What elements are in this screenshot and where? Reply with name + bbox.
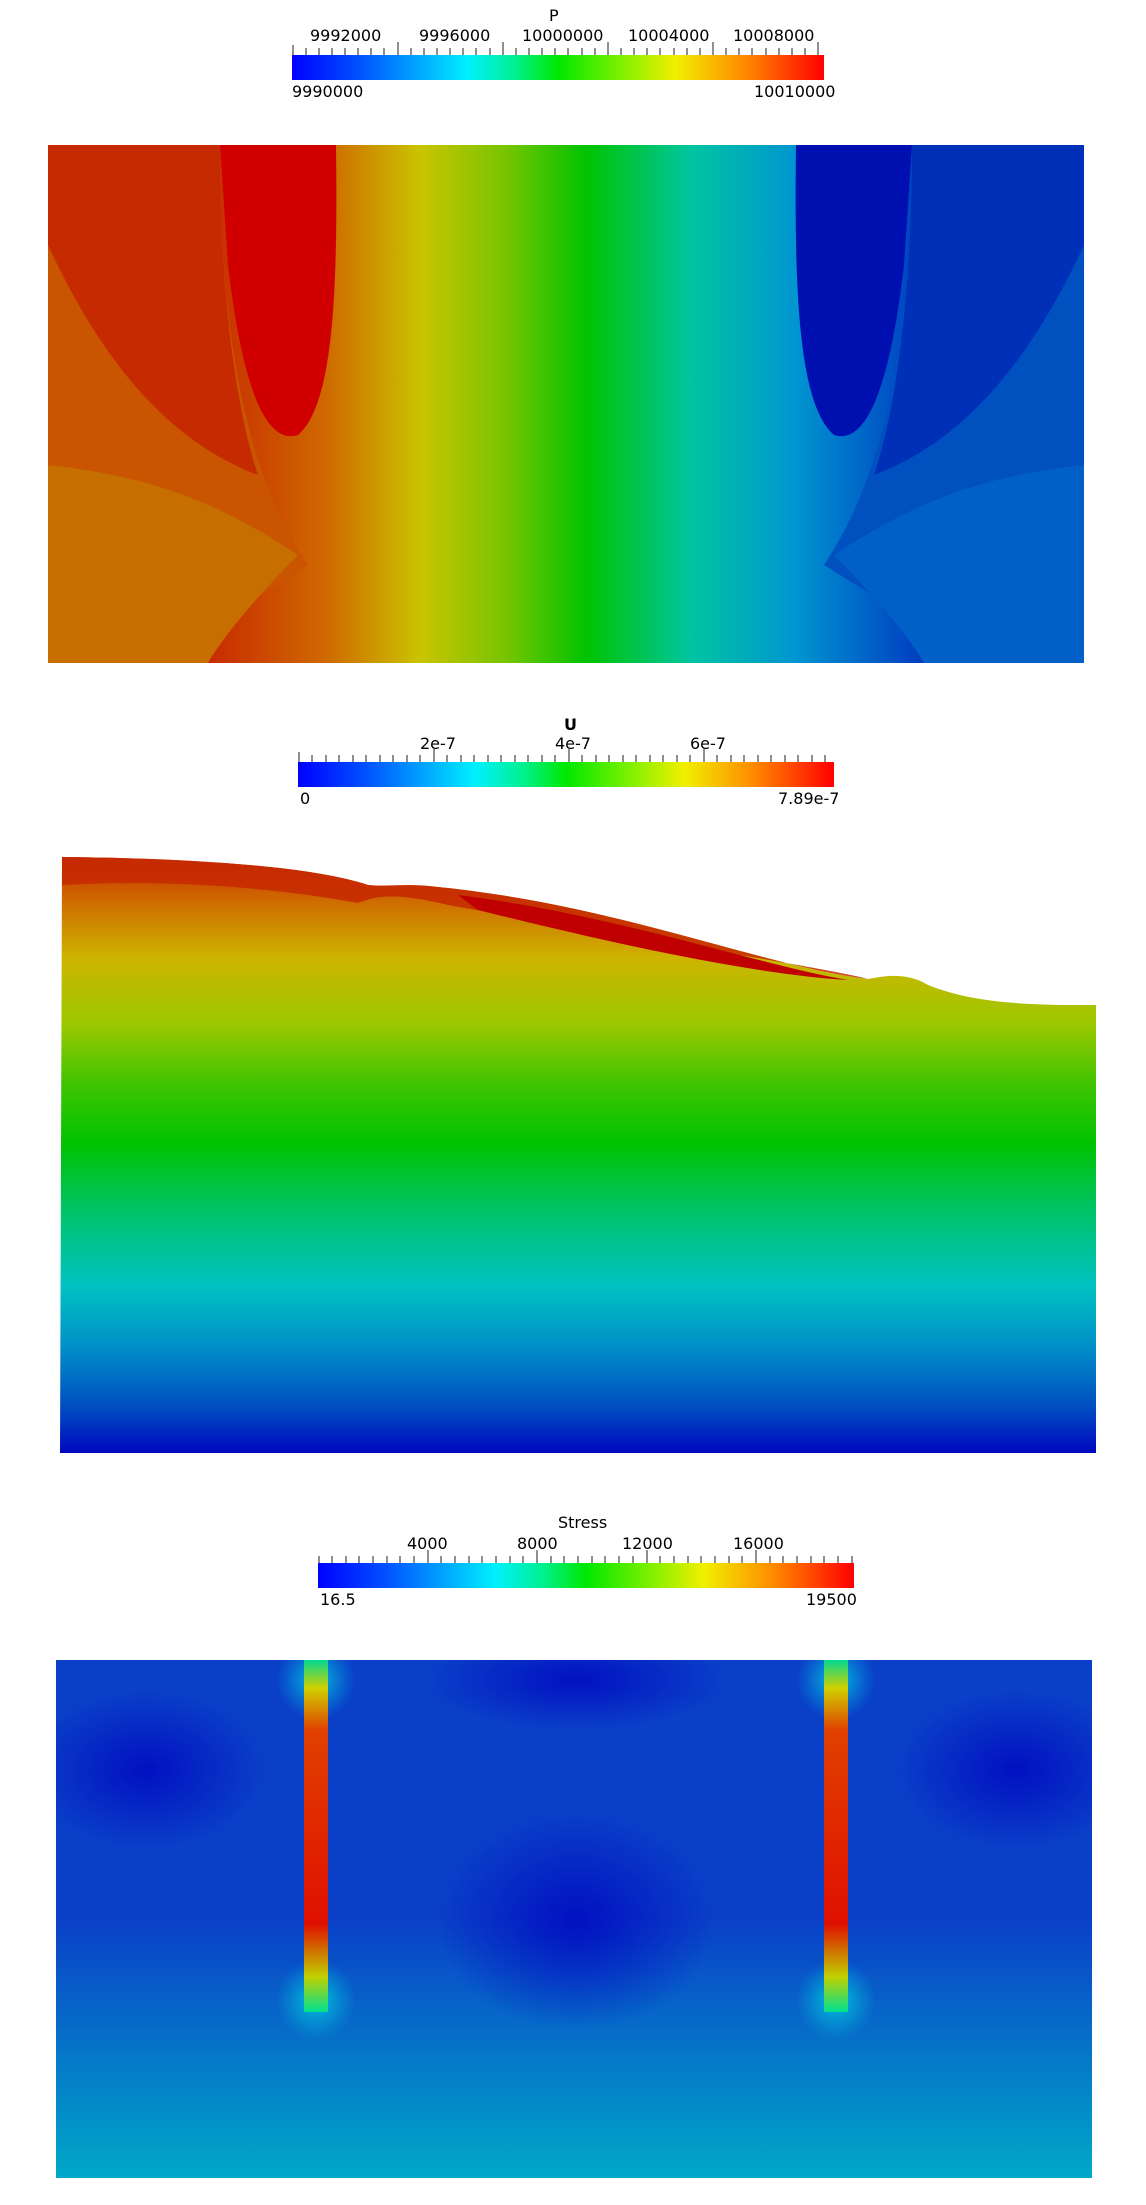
stress-colorbar-min: 16.5 [320, 1590, 356, 1609]
pressure-colorbar-max: 10010000 [754, 82, 836, 101]
stress-tick-label: 12000 [622, 1534, 673, 1553]
displacement-tick-label: 2e-7 [420, 734, 456, 753]
displacement-colorbar-min: 0 [300, 789, 311, 808]
displacement-tick-label: 4e-7 [555, 734, 591, 753]
displacement-colorbar-ticks [298, 749, 826, 762]
displacement-colorbar [298, 762, 834, 787]
stress-colorbar [318, 1563, 854, 1588]
pressure-colorbar [292, 55, 824, 80]
pressure-field-plot [48, 145, 1084, 663]
stress-colorbar-title: Stress [558, 1513, 608, 1532]
pressure-colorbar-ticks [292, 42, 819, 55]
pressure-tick-label: 9992000 [310, 26, 382, 45]
displacement-colorbar-title: U [564, 715, 577, 734]
pressure-tick-label: 10004000 [628, 26, 710, 45]
pressure-tick-label: 10000000 [522, 26, 604, 45]
displacement-colorbar-max: 7.89e-7 [778, 789, 840, 808]
stress-field-plot [56, 1660, 1092, 2178]
stress-colorbar-ticks [318, 1550, 853, 1563]
stress-colorbar-max: 19500 [806, 1590, 857, 1609]
stress-tick-label: 16000 [733, 1534, 784, 1553]
stress-tick-label: 4000 [407, 1534, 448, 1553]
pressure-colorbar-min: 9990000 [292, 82, 364, 101]
pressure-tick-label: 9996000 [419, 26, 491, 45]
pressure-tick-label: 10008000 [733, 26, 815, 45]
displacement-tick-label: 6e-7 [690, 734, 726, 753]
stress-tick-label: 8000 [517, 1534, 558, 1553]
pressure-colorbar-title: P [549, 6, 559, 25]
displacement-field-plot [60, 857, 1096, 1453]
